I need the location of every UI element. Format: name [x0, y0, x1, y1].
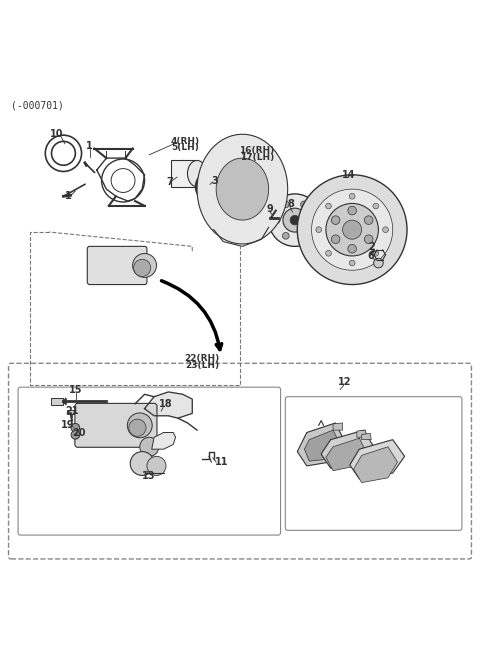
Polygon shape: [362, 434, 371, 440]
Text: 7: 7: [166, 177, 173, 187]
Text: (-000701): (-000701): [11, 101, 64, 111]
Polygon shape: [321, 430, 373, 468]
Polygon shape: [326, 438, 366, 471]
Circle shape: [349, 260, 355, 266]
Circle shape: [290, 215, 300, 225]
Bar: [171, 160, 197, 187]
Text: 16(RH): 16(RH): [239, 147, 275, 155]
Text: 6: 6: [368, 251, 374, 261]
Text: 1: 1: [65, 191, 72, 201]
Circle shape: [274, 217, 280, 223]
Polygon shape: [144, 392, 192, 418]
Text: 18: 18: [159, 399, 173, 409]
Polygon shape: [304, 430, 340, 461]
Circle shape: [331, 235, 340, 244]
Polygon shape: [354, 447, 397, 483]
Text: 9: 9: [266, 204, 273, 214]
Polygon shape: [357, 430, 366, 438]
Circle shape: [316, 227, 322, 233]
Circle shape: [269, 194, 321, 246]
Text: 15: 15: [69, 386, 82, 396]
Polygon shape: [152, 432, 176, 449]
Circle shape: [373, 250, 379, 256]
Circle shape: [349, 193, 355, 199]
Text: 5(LH): 5(LH): [171, 143, 199, 152]
Bar: [67, 409, 74, 415]
Text: 22(RH): 22(RH): [184, 354, 219, 364]
Circle shape: [364, 216, 373, 225]
Text: 19: 19: [60, 421, 74, 430]
Circle shape: [348, 206, 357, 215]
Text: 13: 13: [142, 472, 155, 481]
Text: 12: 12: [338, 377, 352, 387]
Circle shape: [282, 233, 289, 239]
Circle shape: [300, 201, 307, 208]
Text: 1: 1: [86, 141, 93, 151]
Circle shape: [129, 419, 146, 436]
Text: 10: 10: [49, 129, 63, 140]
Circle shape: [132, 253, 156, 277]
FancyBboxPatch shape: [75, 403, 157, 447]
Bar: [51, 398, 63, 405]
Circle shape: [373, 203, 379, 209]
Circle shape: [127, 413, 152, 438]
Circle shape: [325, 203, 331, 209]
Text: 2: 2: [368, 242, 374, 252]
Circle shape: [282, 201, 289, 208]
Circle shape: [71, 430, 80, 439]
Text: 23(LH): 23(LH): [185, 362, 219, 371]
Text: 8: 8: [288, 199, 295, 210]
Circle shape: [373, 258, 383, 268]
Circle shape: [140, 438, 159, 457]
Ellipse shape: [188, 160, 206, 187]
Circle shape: [310, 217, 316, 223]
Circle shape: [343, 220, 362, 239]
Text: 3: 3: [211, 176, 218, 185]
Text: 11: 11: [215, 457, 228, 467]
Polygon shape: [297, 423, 345, 466]
Circle shape: [325, 250, 331, 256]
FancyBboxPatch shape: [87, 246, 147, 284]
Polygon shape: [216, 158, 269, 220]
Circle shape: [130, 451, 154, 476]
Circle shape: [283, 208, 307, 232]
Circle shape: [147, 457, 166, 476]
Text: 21: 21: [65, 406, 79, 416]
Text: 17(LH): 17(LH): [240, 153, 274, 162]
Text: 4(RH): 4(RH): [170, 137, 200, 146]
Text: 20: 20: [72, 428, 86, 438]
Circle shape: [297, 175, 407, 284]
Circle shape: [383, 227, 388, 233]
Text: 14: 14: [342, 170, 356, 179]
Circle shape: [133, 259, 151, 276]
Circle shape: [71, 423, 80, 432]
Circle shape: [326, 204, 378, 256]
Polygon shape: [350, 440, 405, 479]
Circle shape: [300, 233, 307, 239]
Circle shape: [312, 189, 393, 271]
Polygon shape: [197, 134, 288, 244]
Circle shape: [331, 216, 340, 225]
Circle shape: [348, 244, 357, 253]
Circle shape: [364, 235, 373, 244]
Ellipse shape: [174, 160, 193, 187]
Polygon shape: [333, 423, 343, 430]
